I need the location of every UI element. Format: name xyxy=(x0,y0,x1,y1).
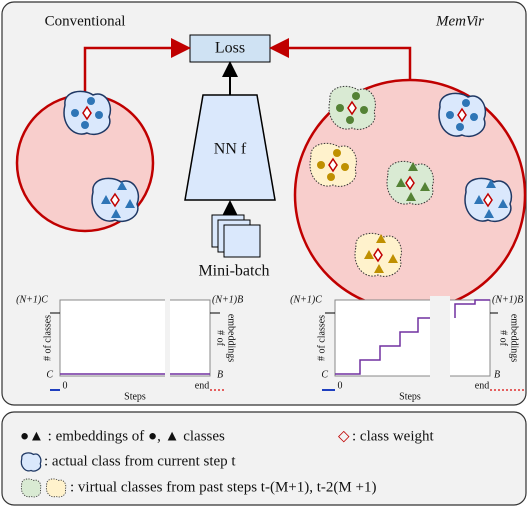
shape xyxy=(364,234,398,273)
x-label: Steps xyxy=(124,391,146,402)
x-start: 0 xyxy=(338,380,343,391)
left-title: Conventional xyxy=(45,13,126,29)
shape xyxy=(474,179,508,218)
legend-actual-icon xyxy=(20,452,42,472)
x-label: Steps xyxy=(399,391,421,402)
shape xyxy=(81,121,89,129)
shape xyxy=(71,109,79,117)
legend-embeddings: ●▲ : embeddings of ●, ▲ classes xyxy=(20,428,225,444)
shape xyxy=(464,177,513,223)
shape xyxy=(335,317,430,375)
shape xyxy=(59,299,211,377)
right-title: MemVir xyxy=(435,13,484,29)
shape xyxy=(317,161,325,169)
network-shape xyxy=(184,94,276,201)
shape xyxy=(82,105,92,121)
shape xyxy=(223,224,261,258)
y-bottom: C xyxy=(321,369,328,380)
legend-virtual-icon xyxy=(45,478,67,498)
shape xyxy=(386,160,434,205)
arrow xyxy=(269,38,412,80)
shape xyxy=(438,92,487,138)
shape xyxy=(328,157,338,173)
shape xyxy=(327,173,335,181)
shape xyxy=(352,92,360,100)
shape xyxy=(336,104,344,112)
shape xyxy=(373,247,383,263)
shape xyxy=(91,177,140,223)
y-label: # of classes xyxy=(316,315,327,361)
y-top: (N+1)C xyxy=(16,294,48,305)
shape xyxy=(347,100,357,116)
shape xyxy=(456,123,464,131)
arrow xyxy=(83,38,191,95)
shape xyxy=(328,85,376,130)
y2-label: embeddings xyxy=(226,314,237,362)
y2-bottom: B xyxy=(494,369,500,380)
plot-left xyxy=(50,296,224,391)
loss-label: Loss xyxy=(215,40,245,57)
shape xyxy=(430,296,450,380)
y2-top: (N+1)B xyxy=(492,294,523,305)
y-label: # of classes xyxy=(42,315,53,361)
legend-class-weight: : class weight xyxy=(352,428,434,444)
y2-top: (N+1)B xyxy=(212,294,243,305)
shape xyxy=(360,106,368,114)
shape xyxy=(346,116,354,124)
shape xyxy=(396,162,430,201)
shape xyxy=(457,107,467,123)
shape xyxy=(165,296,170,380)
x-end: end xyxy=(475,380,489,391)
y-bottom: C xyxy=(46,369,53,380)
x-start: 0 xyxy=(63,380,68,391)
minibatch-label: Mini-batch xyxy=(198,263,269,280)
shape xyxy=(470,113,478,121)
legend-actual: : actual class from current step t xyxy=(44,453,236,469)
shape xyxy=(454,299,490,318)
legend-virtual-icon xyxy=(20,478,42,498)
y-top: (N+1)C xyxy=(290,294,322,305)
y2-label: # of xyxy=(498,330,509,347)
shape xyxy=(446,111,454,119)
shape xyxy=(483,192,493,208)
x-end: end xyxy=(195,380,209,391)
legend-weight-symbol: ◇ xyxy=(338,428,350,444)
y2-bottom: B xyxy=(217,369,223,380)
legend-panel xyxy=(1,411,527,506)
shape xyxy=(95,111,103,119)
shape xyxy=(341,163,349,171)
shape xyxy=(354,232,402,277)
shape xyxy=(309,142,357,187)
clusters xyxy=(63,85,513,277)
shape xyxy=(334,299,491,377)
plot-right xyxy=(322,296,524,391)
shape xyxy=(63,90,112,136)
shape xyxy=(462,99,470,107)
y2-label: embeddings xyxy=(509,314,520,362)
shape xyxy=(110,192,120,208)
y2-label: # of xyxy=(215,330,226,347)
legend-virtual: : virtual classes from past steps t-(M+1… xyxy=(70,479,376,495)
shape xyxy=(101,181,135,218)
network-label: NN f xyxy=(214,141,247,158)
shape xyxy=(87,97,95,105)
shape xyxy=(333,149,341,157)
minibatch-icon xyxy=(211,214,261,258)
shape xyxy=(405,175,415,191)
